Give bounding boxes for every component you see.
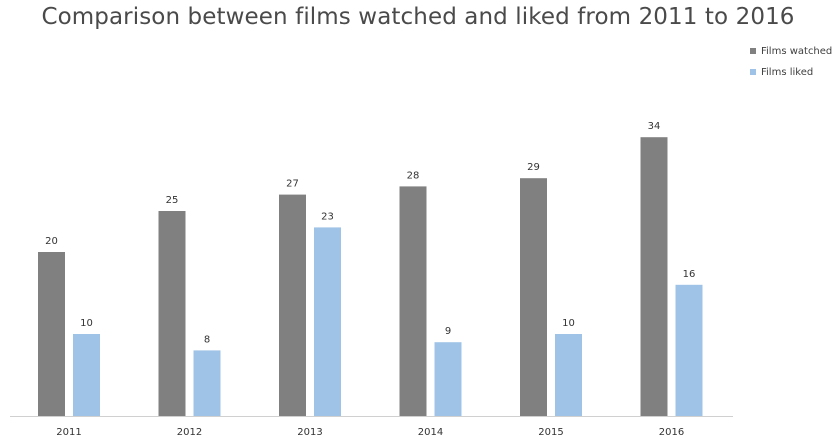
legend-item-films-watched: Films watched [750,44,832,58]
chart-title: Comparison between films watched and lik… [41,4,795,30]
x-tick-label-2016: 2016 [659,427,684,438]
legend-swatch-films-watched [750,48,756,54]
x-tick-label-2014: 2014 [418,427,443,438]
legend-label-films-liked: Films liked [761,66,814,78]
x-tick-label-2012: 2012 [177,427,202,438]
data-label-films-watched-2013: 27 [286,179,299,190]
bar-films-liked-2012 [193,350,221,416]
legend-label-films-watched: Films watched [761,45,833,57]
data-label-films-liked-2015: 10 [562,318,575,329]
data-label-films-liked-2013: 23 [321,211,334,222]
data-label-films-liked-2011: 10 [80,318,93,329]
data-label-films-watched-2016: 34 [648,121,661,132]
bar-films-watched-2016 [640,137,668,416]
bar-films-watched-2013 [279,194,306,416]
data-label-films-watched-2014: 28 [407,170,420,181]
x-tick-label-2015: 2015 [538,427,563,438]
data-label-films-liked-2014: 9 [445,326,451,337]
bar-films-watched-2014 [399,186,427,416]
x-tick-label-2011: 2011 [56,427,81,438]
bar-films-liked-2011 [73,334,100,416]
data-label-films-watched-2012: 25 [166,195,179,206]
bar-films-watched-2015 [520,178,547,416]
bar-films-watched-2011 [38,252,65,416]
data-label-films-watched-2015: 29 [527,162,540,173]
bar-films-liked-2016 [675,284,703,416]
data-label-films-liked-2016: 16 [683,269,696,280]
x-tick-label-2013: 2013 [297,427,322,438]
legend-swatch-films-liked [750,69,756,75]
data-label-films-liked-2012: 8 [204,334,210,345]
bar-films-liked-2014 [434,342,462,416]
bar-films-liked-2015 [555,334,582,416]
bar-films-watched-2012 [158,211,186,416]
data-label-films-watched-2011: 20 [45,236,58,247]
legend: Films watched Films liked [750,44,832,86]
bar-films-liked-2013 [314,227,341,416]
legend-item-films-liked: Films liked [750,65,832,79]
